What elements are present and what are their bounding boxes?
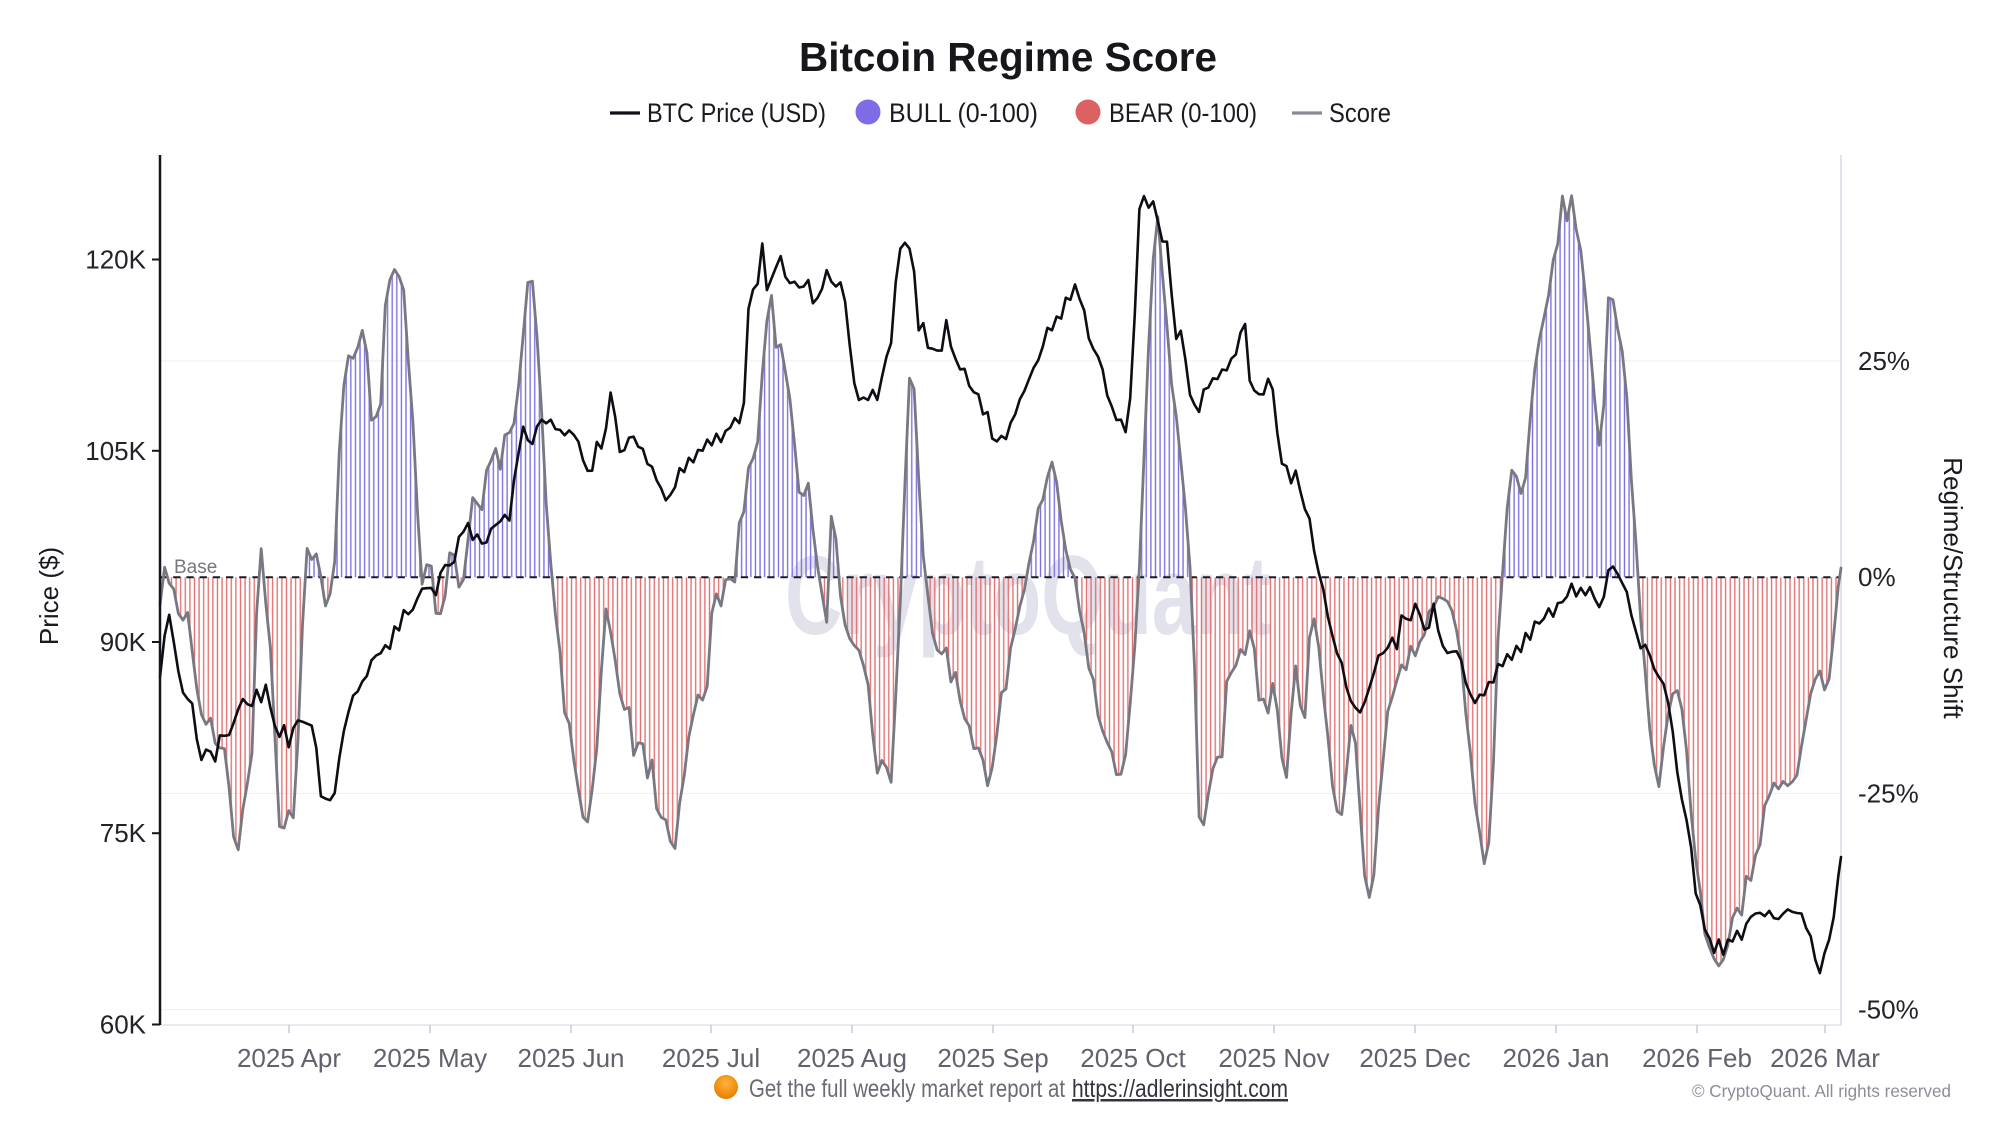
svg-text:-25%: -25% <box>1858 778 1919 808</box>
svg-text:2025 May: 2025 May <box>373 1043 487 1073</box>
svg-text:© CryptoQuant. All rights rese: © CryptoQuant. All rights reserved <box>1692 1081 1951 1101</box>
svg-text:120K: 120K <box>85 245 146 275</box>
svg-text:Bitcoin Regime Score: Bitcoin Regime Score <box>799 34 1217 80</box>
svg-text:BULL (0-100): BULL (0-100) <box>889 98 1038 128</box>
svg-text:25%: 25% <box>1858 346 1910 376</box>
svg-text:2025 Sep: 2025 Sep <box>937 1043 1048 1073</box>
svg-text:2025 Nov: 2025 Nov <box>1218 1043 1329 1073</box>
svg-text:2026 Feb: 2026 Feb <box>1642 1043 1752 1073</box>
svg-text:-50%: -50% <box>1858 995 1919 1025</box>
svg-text:105K: 105K <box>85 436 146 466</box>
svg-text:2025 Dec: 2025 Dec <box>1359 1043 1470 1073</box>
svg-text:60K: 60K <box>100 1010 147 1040</box>
svg-text:2025 Jun: 2025 Jun <box>518 1043 625 1073</box>
svg-text:BEAR (0-100): BEAR (0-100) <box>1109 98 1257 128</box>
svg-text:Price ($): Price ($) <box>34 547 64 645</box>
svg-text:2025 Jul: 2025 Jul <box>662 1043 760 1073</box>
svg-text:2026 Mar: 2026 Mar <box>1770 1043 1880 1073</box>
svg-text:2025 Oct: 2025 Oct <box>1080 1043 1186 1073</box>
svg-text:BTC Price (USD): BTC Price (USD) <box>647 98 826 128</box>
svg-text:Regime/Structure Shift: Regime/Structure Shift <box>1938 457 1968 719</box>
svg-text:2025 Apr: 2025 Apr <box>237 1043 341 1073</box>
svg-text:https://adlerinsight.com: https://adlerinsight.com <box>1072 1075 1288 1103</box>
svg-text:90K: 90K <box>100 627 147 657</box>
svg-text:Base: Base <box>174 557 217 578</box>
svg-text:2025 Aug: 2025 Aug <box>797 1043 907 1073</box>
svg-text:Score: Score <box>1329 98 1391 128</box>
svg-text:2026 Jan: 2026 Jan <box>1503 1043 1610 1073</box>
svg-text:75K: 75K <box>100 818 147 848</box>
svg-text:0%: 0% <box>1858 562 1896 592</box>
svg-text:Get the full weekly market rep: Get the full weekly market report at <box>749 1075 1065 1103</box>
